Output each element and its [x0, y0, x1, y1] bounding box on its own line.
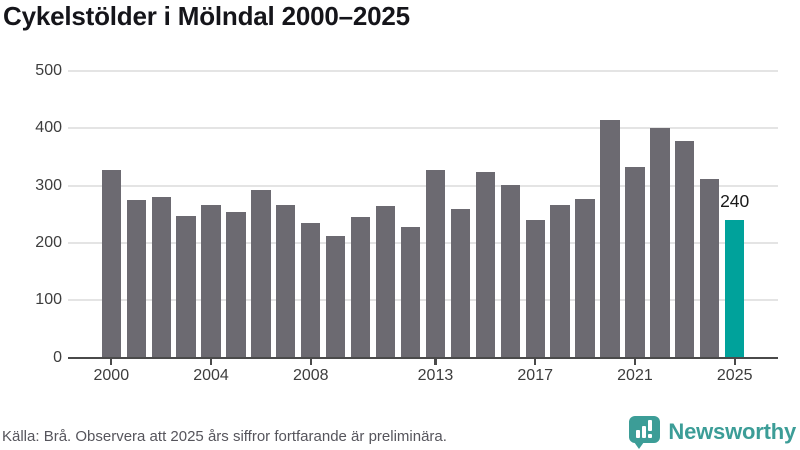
bar-2024	[700, 178, 720, 358]
bar-2000	[101, 169, 121, 358]
bar-2016	[500, 185, 520, 358]
y-axis-label-500: 500	[35, 62, 62, 79]
x-axis-line	[68, 356, 778, 359]
bar-2011	[375, 205, 396, 358]
y-axis-label-400: 400	[35, 119, 62, 137]
gridline-500	[68, 70, 778, 72]
bar-2025	[725, 219, 745, 358]
gridline-400	[68, 127, 778, 130]
bar-2015	[475, 171, 495, 358]
bar-2010	[351, 217, 371, 358]
bar-2013	[425, 170, 446, 358]
gridline-200	[68, 241, 778, 244]
chart-title: Cykelstölder i Mölndal 2000–2025	[3, 1, 410, 31]
bar-2001	[126, 199, 146, 358]
bar-2020	[600, 120, 620, 358]
bar-2021	[625, 167, 645, 358]
x-axis-label-2025: 2025	[716, 366, 753, 384]
newsworthy-bubble-chart-icon	[629, 415, 661, 449]
x-axis-tick-2021	[633, 359, 637, 365]
gridline-100	[68, 299, 778, 302]
y-axis-label-0: 0	[53, 348, 62, 366]
x-axis-tick-2008	[309, 359, 312, 365]
x-axis-label-2000: 2000	[93, 366, 130, 384]
bar-2003	[176, 215, 196, 358]
y-axis-label-200: 200	[35, 233, 62, 251]
bar-2009	[326, 236, 346, 358]
bar-2012	[400, 226, 421, 358]
bar-2022	[650, 128, 670, 358]
x-axis-tick-2025	[733, 359, 736, 365]
x-axis-label-2013: 2013	[417, 366, 454, 384]
x-axis-tick-2004	[209, 359, 213, 365]
bar-2004	[201, 204, 221, 358]
value-label-2025: 240	[720, 190, 750, 211]
source-note: Källa: Brå. Observera att 2025 års siffr…	[2, 428, 447, 445]
bar-2008	[301, 222, 321, 358]
bar-2002	[151, 197, 171, 358]
x-axis-label-2004: 2004	[193, 366, 229, 384]
bar-2006	[251, 190, 271, 358]
bar-2023	[675, 140, 695, 358]
bar-2007	[276, 205, 296, 358]
bar-2014	[450, 209, 471, 358]
x-axis-tick-2013	[434, 359, 437, 365]
bar-2005	[226, 211, 246, 358]
plot-area: 0 100 200 300 400 500 2000 2004 2008 2013 2017 2021…	[0, 55, 800, 400]
bar-2019	[575, 199, 595, 358]
bar-2017	[525, 219, 545, 358]
brand-name: Newsworthy	[668, 419, 796, 444]
bar-2018	[550, 205, 570, 358]
gridline-300	[68, 184, 778, 187]
x-axis-tick-2017	[534, 359, 537, 365]
y-axis-label-100: 100	[35, 291, 62, 309]
newsworthy-logo[interactable]: Newsworthy	[629, 414, 796, 450]
x-axis-label-2008: 2008	[292, 366, 329, 384]
x-axis-label-2021: 2021	[617, 366, 653, 384]
y-axis-label-300: 300	[35, 176, 62, 194]
x-axis-tick-2000	[110, 359, 113, 365]
x-axis-label-2017: 2017	[517, 366, 553, 384]
